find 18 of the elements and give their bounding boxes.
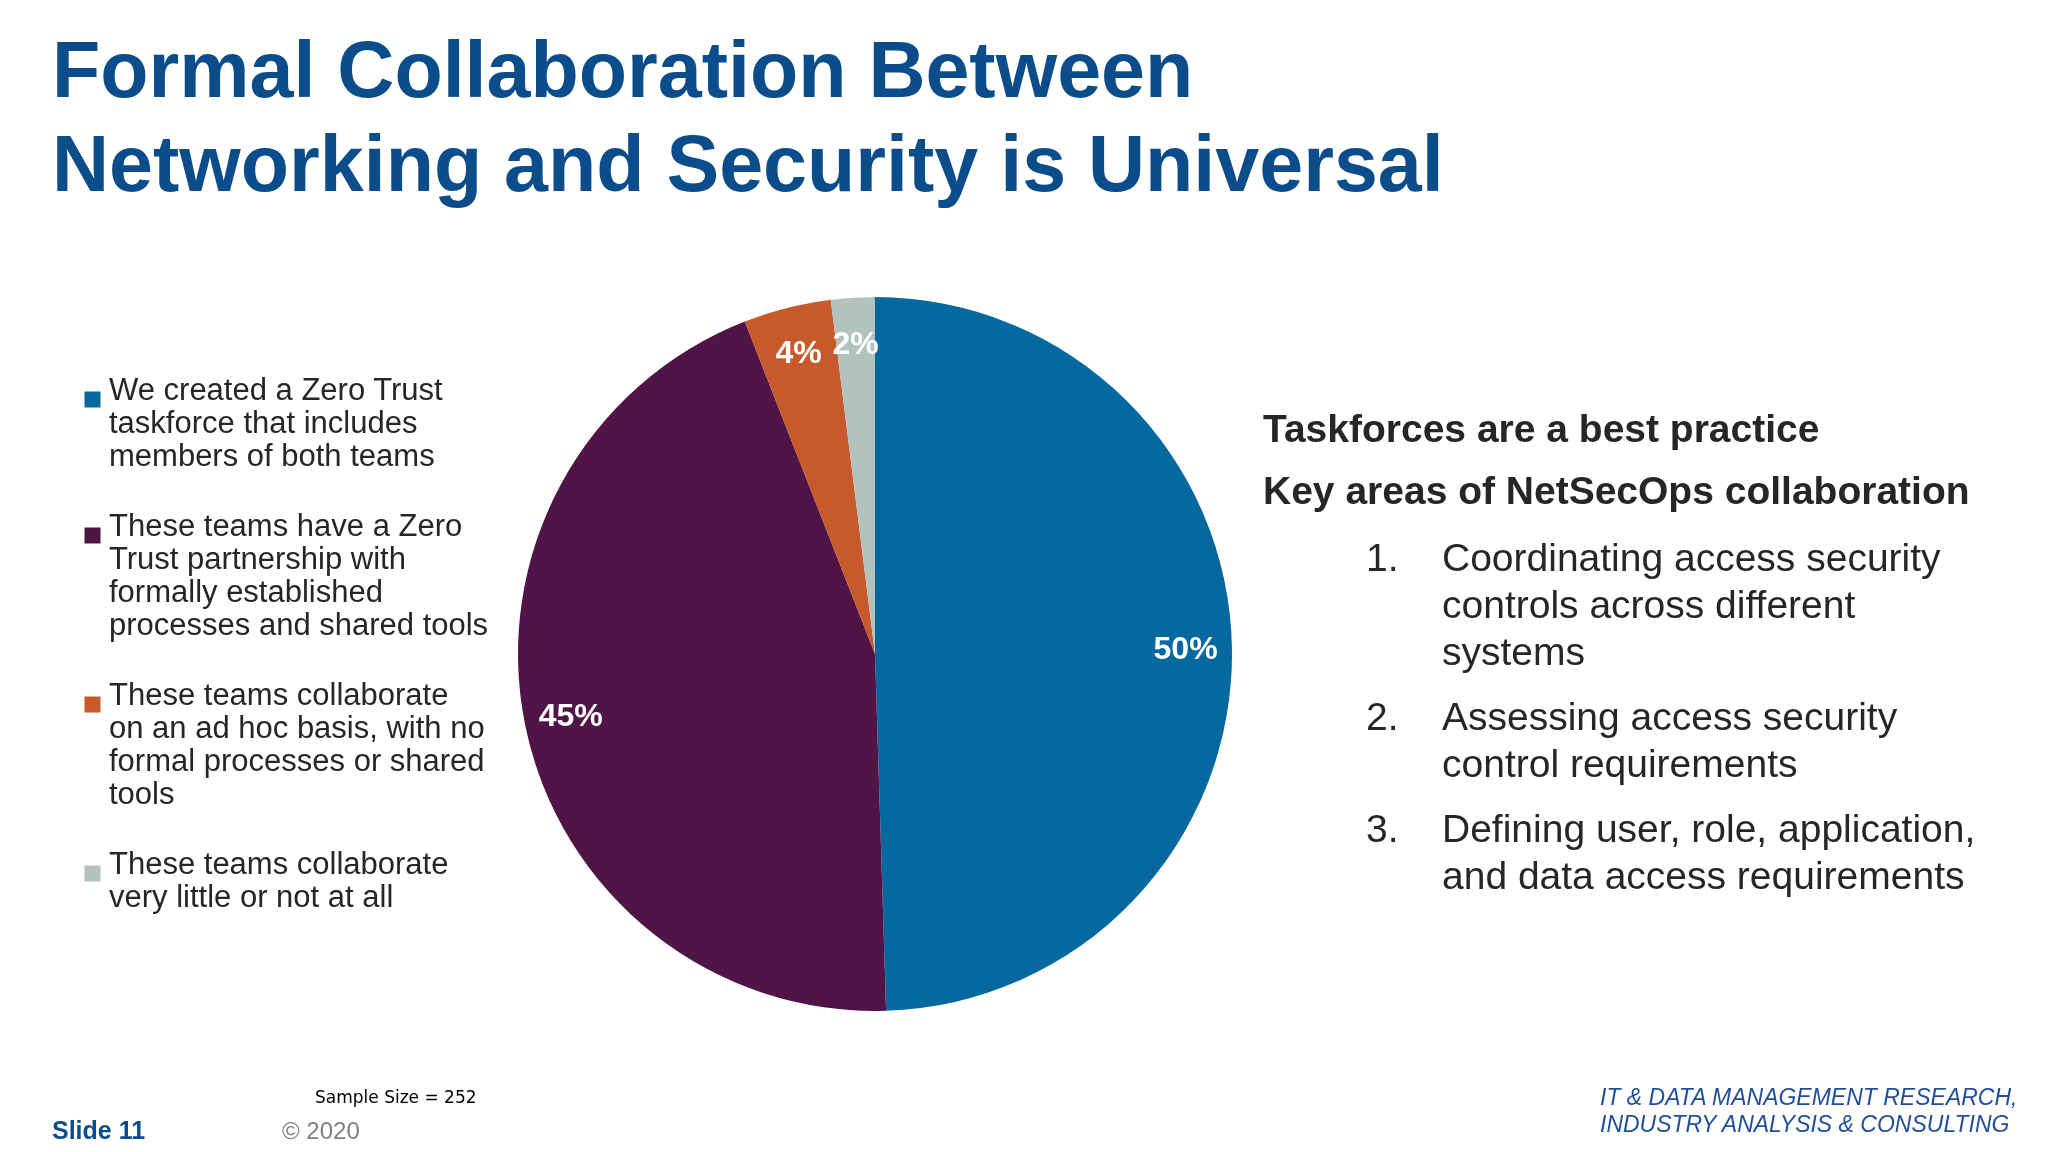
text: © 2020 [282,1117,360,1144]
legend-label: These teams collaborate very little or not at all [109,845,449,914]
text: 2. Assessing access security control requirements [1366,695,1898,785]
text: Taskforces are a best practice [1263,407,1820,450]
text: 3. Defining user, role, application, and data access requirements [1366,807,1976,897]
text: IT & DATA MANAGEMENT RESEARCH, INDUSTRY ANALYSIS & CONSULTING [1600,1084,2018,1137]
text: 1. Coordinating access security controls across different systems [1366,536,1942,673]
data-label: 50% [1153,630,1218,667]
data-label: 45% [538,697,603,734]
legend-label: These teams collaborate on an ad hoc basis, with no formal processes or shared tools [109,676,485,811]
legend-label: We created a Zero Trust taskforce that includes members of both teams [109,371,444,473]
text: Slide 11 [52,1116,146,1144]
data-label: 4% [775,333,822,370]
legend-label: These teams have a Zero Trust partnership with formally established processes and shared tools [109,507,489,642]
text: Key areas of NetSecOps collaboration [1263,469,1970,512]
pie-slice [518,321,887,1011]
text: Sample Size = 252 [315,1087,477,1107]
chart-title: Formal Collaboration Between Networking and Security is Universal [52,25,1444,208]
